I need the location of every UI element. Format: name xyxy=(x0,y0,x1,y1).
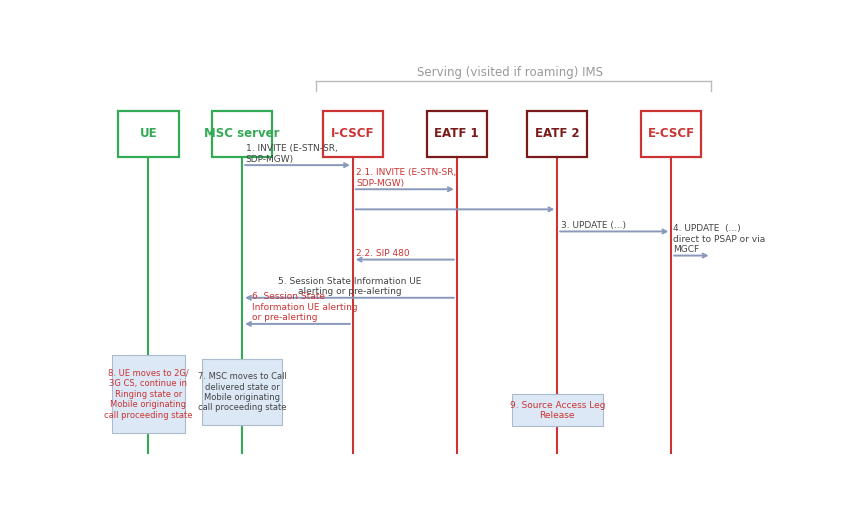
FancyBboxPatch shape xyxy=(323,111,383,157)
Text: EATF 1: EATF 1 xyxy=(434,127,479,140)
FancyBboxPatch shape xyxy=(212,111,272,157)
FancyBboxPatch shape xyxy=(112,355,184,433)
Text: 6. Session State
Information UE alerting
or pre-alerting: 6. Session State Information UE alerting… xyxy=(253,292,358,322)
Text: 8. UE moves to 2G/
3G CS, continue in
Ringing state or
Mobile originating
call p: 8. UE moves to 2G/ 3G CS, continue in Ri… xyxy=(104,369,193,420)
Text: 5. Session State Information UE
alerting or pre-alerting: 5. Session State Information UE alerting… xyxy=(278,277,421,296)
FancyBboxPatch shape xyxy=(119,111,178,157)
Text: 2.1. INVITE (E-STN-SR,
SDP-MGW): 2.1. INVITE (E-STN-SR, SDP-MGW) xyxy=(356,168,457,187)
FancyBboxPatch shape xyxy=(527,111,587,157)
Text: UE: UE xyxy=(139,127,157,140)
Text: E-CSCF: E-CSCF xyxy=(648,127,695,140)
Text: EATF 2: EATF 2 xyxy=(535,127,580,140)
Text: 4. UPDATE  (...)
direct to PSAP or via
MGCF: 4. UPDATE (...) direct to PSAP or via MG… xyxy=(673,224,766,254)
FancyBboxPatch shape xyxy=(641,111,702,157)
Text: 1. INVITE (E-STN-SR,
SDP-MGW): 1. INVITE (E-STN-SR, SDP-MGW) xyxy=(246,144,337,163)
FancyBboxPatch shape xyxy=(426,111,487,157)
Text: I-CSCF: I-CSCF xyxy=(331,127,375,140)
Text: 3. UPDATE (...): 3. UPDATE (...) xyxy=(561,221,626,230)
FancyBboxPatch shape xyxy=(512,394,603,426)
Text: MSC server: MSC server xyxy=(204,127,280,140)
Text: 7. MSC moves to Call
delivered state or
Mobile originating
call proceeding state: 7. MSC moves to Call delivered state or … xyxy=(198,372,286,412)
Text: Serving (visited if roaming) IMS: Serving (visited if roaming) IMS xyxy=(417,66,604,79)
Text: 9. Source Access Leg
Release: 9. Source Access Leg Release xyxy=(509,400,605,420)
Text: 2.2. SIP 480: 2.2. SIP 480 xyxy=(356,249,410,258)
FancyBboxPatch shape xyxy=(202,359,282,425)
